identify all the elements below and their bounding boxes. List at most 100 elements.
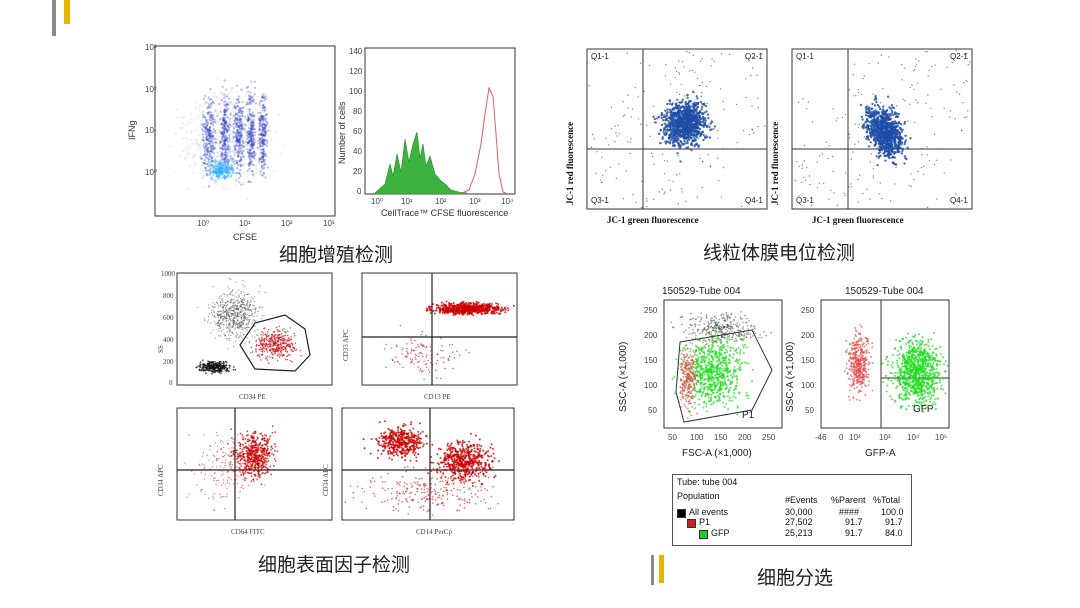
event-dot [212, 151, 215, 154]
event-dot [241, 303, 243, 306]
event-dot [240, 126, 243, 129]
event-dot [223, 104, 226, 107]
event-dot [262, 134, 266, 137]
event-dot [236, 129, 239, 132]
event-dot [246, 308, 248, 311]
event-dot [870, 124, 873, 128]
event-dot [211, 150, 214, 153]
event-dot [235, 101, 238, 105]
event-dot [248, 127, 251, 130]
event-dot [909, 86, 911, 89]
event-dot [229, 167, 232, 170]
event-dot [872, 175, 874, 177]
event-dot [246, 118, 250, 122]
event-dot [212, 113, 215, 116]
event-dot [247, 136, 250, 140]
event-dot [249, 148, 252, 151]
event-dot [262, 96, 265, 99]
event-dot [248, 162, 251, 165]
event-dot [222, 116, 225, 119]
event-dot [200, 163, 203, 166]
event-dot [185, 156, 188, 160]
event-dot [249, 160, 252, 164]
event-dot [202, 158, 206, 162]
event-dot [203, 94, 206, 97]
event-dot [261, 138, 264, 141]
event-dot [214, 159, 217, 162]
event-dot [591, 57, 593, 59]
event-dot [233, 153, 237, 156]
event-dot [213, 118, 216, 121]
event-dot [709, 128, 712, 132]
event-dot [663, 133, 667, 136]
event-dot [259, 133, 263, 136]
event-dot [221, 145, 224, 148]
event-dot [864, 106, 868, 109]
event-dot [678, 71, 680, 74]
event-dot [217, 166, 220, 170]
event-dot [928, 69, 930, 71]
event-dot [264, 131, 267, 134]
event-dot [205, 128, 208, 132]
event-dot [257, 310, 259, 313]
event-dot [248, 136, 251, 139]
event-dot [262, 139, 266, 142]
event-dot [235, 112, 238, 115]
event-dot [233, 298, 235, 300]
event-dot [601, 156, 603, 158]
event-dot [189, 146, 192, 149]
event-dot [253, 152, 256, 155]
event-dot [206, 131, 210, 134]
event-dot [225, 102, 228, 105]
event-dot [259, 144, 262, 147]
event-dot [218, 165, 221, 168]
event-dot [206, 146, 209, 149]
event-dot [239, 109, 242, 112]
event-dot [241, 311, 243, 313]
event-dot [735, 103, 738, 106]
event-dot [237, 176, 240, 180]
event-dot [228, 97, 231, 100]
event-dot [902, 98, 904, 100]
event-dot [200, 157, 203, 160]
event-dot [236, 166, 239, 170]
event-dot [262, 119, 265, 123]
event-dot [235, 122, 238, 125]
event-dot [857, 126, 860, 128]
event-dot [231, 171, 234, 175]
event-dot [872, 93, 874, 95]
event-dot [660, 142, 662, 144]
event-dot [226, 312, 228, 314]
event-dot [878, 193, 880, 195]
event-dot [649, 135, 651, 137]
event-dot [887, 153, 890, 156]
event-dot [217, 313, 219, 315]
event-dot [248, 151, 251, 154]
event-dot [252, 121, 255, 124]
event-dot [229, 148, 232, 152]
event-dot [880, 128, 884, 131]
event-dot [225, 128, 228, 131]
event-dot [220, 164, 224, 167]
event-dot [256, 146, 259, 149]
event-dot [895, 105, 898, 107]
event-dot [212, 117, 215, 121]
event-dot [883, 121, 887, 124]
event-dot [245, 103, 248, 106]
event-dot [249, 95, 253, 98]
event-dot [221, 298, 223, 300]
event-dot [212, 166, 216, 169]
event-dot [260, 173, 263, 176]
event-dot [230, 168, 233, 172]
event-dot [683, 140, 686, 143]
event-dot [215, 174, 218, 178]
event-dot [251, 145, 254, 148]
event-dot [231, 314, 233, 316]
event-dot [226, 129, 229, 132]
event-dot [209, 136, 212, 139]
event-dot [238, 160, 241, 163]
event-dot [247, 326, 250, 328]
event-dot [204, 166, 207, 170]
event-dot [212, 101, 215, 104]
event-dot [215, 155, 218, 159]
